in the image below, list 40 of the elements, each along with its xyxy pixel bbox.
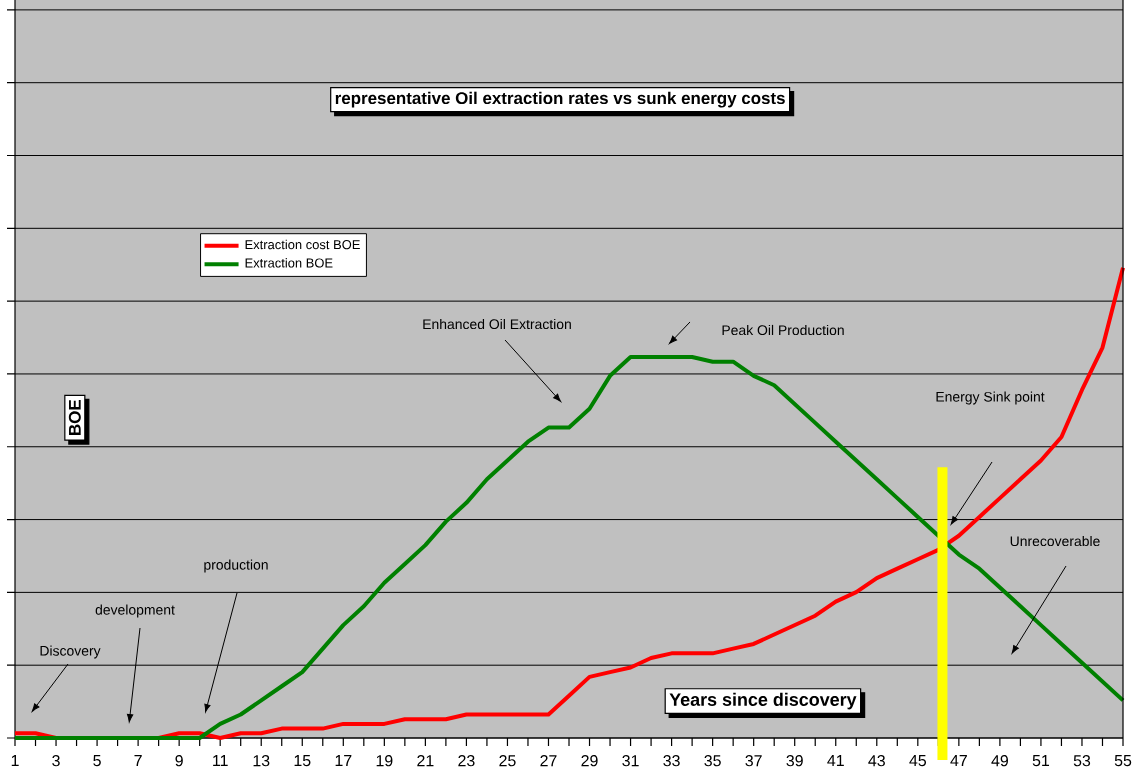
chart-title: representative Oil extraction rates vs sunk energy costs xyxy=(335,91,785,108)
x-tick-label: 39 xyxy=(786,755,803,767)
annotation: Peak Oil Production xyxy=(722,324,844,336)
x-tick-label: 41 xyxy=(827,755,844,767)
x-axis-title: Years since discovery xyxy=(669,692,857,710)
x-tick-label: 49 xyxy=(991,755,1008,767)
x-tick-label: 3 xyxy=(52,755,60,767)
x-tick-label: 13 xyxy=(253,755,270,767)
x-tick-label: 51 xyxy=(1032,755,1050,767)
x-tick-label: 19 xyxy=(376,755,393,767)
x-tick-label: 53 xyxy=(1073,755,1091,767)
x-tick-label: 45 xyxy=(909,755,927,767)
x-tick-label: 9 xyxy=(175,755,183,767)
x-tick-label: 55 xyxy=(1114,755,1132,767)
x-tick-label: 43 xyxy=(868,755,885,767)
x-tick-label: 25 xyxy=(499,755,516,767)
x-tick-label: 21 xyxy=(417,755,434,767)
x-tick-label: 31 xyxy=(622,755,639,767)
x-tick-label: 35 xyxy=(704,755,721,767)
annotation: Energy Sink point xyxy=(936,391,1045,405)
x-tick-label: 37 xyxy=(745,755,762,767)
x-tick-label: 27 xyxy=(540,755,557,767)
annotation: development xyxy=(95,604,175,618)
x-tick-label: 7 xyxy=(134,755,142,767)
annotation: production xyxy=(204,559,268,573)
x-tick-label: 15 xyxy=(294,755,311,767)
x-tick-label: 1 xyxy=(11,755,19,767)
x-tick-label: 29 xyxy=(581,755,598,767)
x-tick-label: 47 xyxy=(950,755,967,767)
annotation: Discovery xyxy=(40,645,101,659)
annotation: Unrecoverable xyxy=(1010,535,1100,547)
x-tick-label: 23 xyxy=(458,755,475,767)
x-tick-label: 17 xyxy=(335,755,352,767)
y-axis-title: BOE xyxy=(68,400,81,435)
legend-label: Extraction BOE xyxy=(245,258,333,268)
annotation: Enhanced Oil Extraction xyxy=(423,318,571,330)
x-tick-label: 11 xyxy=(213,755,228,767)
x-tick-label: 5 xyxy=(93,755,101,767)
legend-label: Extraction cost BOE xyxy=(245,239,360,250)
x-tick-label: 33 xyxy=(663,755,680,767)
